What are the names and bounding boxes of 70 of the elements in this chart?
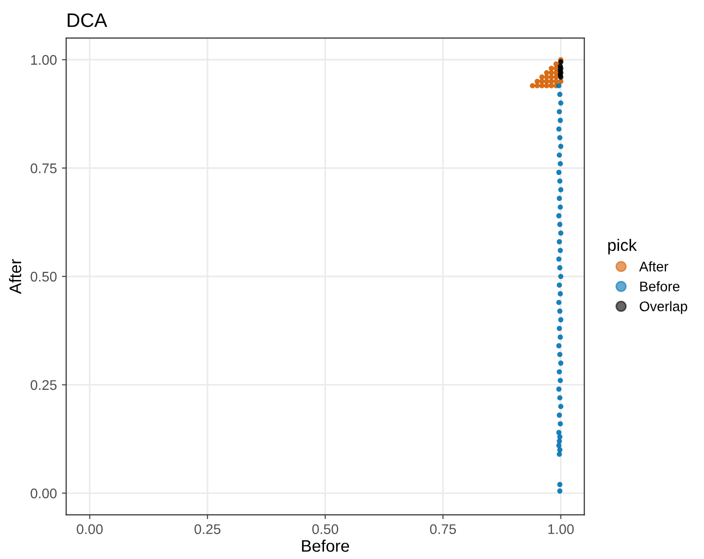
point bbox=[556, 326, 562, 332]
point bbox=[557, 352, 562, 358]
point bbox=[557, 308, 562, 314]
point bbox=[557, 178, 562, 184]
point bbox=[558, 248, 563, 254]
x-tick-label: 0.25 bbox=[194, 524, 220, 534]
chart-title: DCA bbox=[68, 13, 108, 28]
point bbox=[530, 83, 536, 88]
point bbox=[556, 213, 562, 218]
point bbox=[557, 482, 562, 488]
point bbox=[556, 109, 562, 114]
point bbox=[558, 378, 563, 384]
point bbox=[558, 360, 564, 366]
point bbox=[556, 256, 562, 262]
point bbox=[556, 282, 562, 288]
x-tick-label: 0.75 bbox=[430, 524, 456, 534]
point bbox=[556, 152, 562, 158]
x-axis-title: Before bbox=[302, 540, 350, 552]
point bbox=[558, 317, 564, 322]
y-tick-label: 0.00 bbox=[30, 488, 57, 498]
point bbox=[556, 343, 562, 348]
point bbox=[539, 74, 545, 80]
y-axis-title: After bbox=[9, 259, 22, 294]
point bbox=[557, 135, 562, 140]
point bbox=[557, 92, 562, 97]
point bbox=[556, 83, 562, 88]
point bbox=[548, 66, 554, 71]
legend-title: pick bbox=[608, 238, 637, 254]
point bbox=[544, 74, 550, 80]
point bbox=[558, 161, 563, 166]
y-tick-label: 1.00 bbox=[31, 55, 57, 65]
point bbox=[556, 438, 562, 444]
point bbox=[534, 78, 540, 84]
y-tick-label: 0.25 bbox=[30, 380, 57, 390]
legend-label: Before bbox=[640, 281, 680, 292]
point bbox=[553, 61, 559, 67]
y-tick-label: 0.50 bbox=[30, 272, 57, 282]
point bbox=[556, 300, 562, 306]
x-tick-label: 1.00 bbox=[548, 524, 574, 534]
point bbox=[557, 395, 562, 400]
point bbox=[556, 126, 562, 132]
point bbox=[558, 291, 563, 296]
point bbox=[556, 386, 562, 392]
point bbox=[556, 442, 562, 448]
point bbox=[557, 222, 562, 228]
point bbox=[544, 70, 550, 76]
point bbox=[558, 404, 564, 410]
point bbox=[558, 334, 563, 340]
point bbox=[556, 452, 562, 457]
point bbox=[558, 187, 564, 192]
x-tick-label: 0.50 bbox=[312, 524, 338, 534]
x-tick-label: 0.00 bbox=[76, 524, 103, 534]
legend-label: Overlap bbox=[640, 301, 688, 314]
point bbox=[557, 488, 562, 494]
point bbox=[556, 369, 562, 374]
point bbox=[556, 412, 562, 418]
point bbox=[558, 204, 563, 210]
point bbox=[557, 265, 562, 270]
y-tick-label: 0.75 bbox=[30, 163, 57, 174]
point bbox=[558, 230, 564, 236]
legend-label: After bbox=[639, 261, 668, 272]
point bbox=[558, 118, 563, 123]
point bbox=[556, 196, 562, 201]
point bbox=[556, 430, 562, 436]
point bbox=[558, 144, 564, 149]
point bbox=[558, 421, 563, 426]
point bbox=[556, 239, 562, 244]
point bbox=[558, 100, 564, 106]
point bbox=[558, 274, 564, 280]
point bbox=[556, 170, 562, 175]
